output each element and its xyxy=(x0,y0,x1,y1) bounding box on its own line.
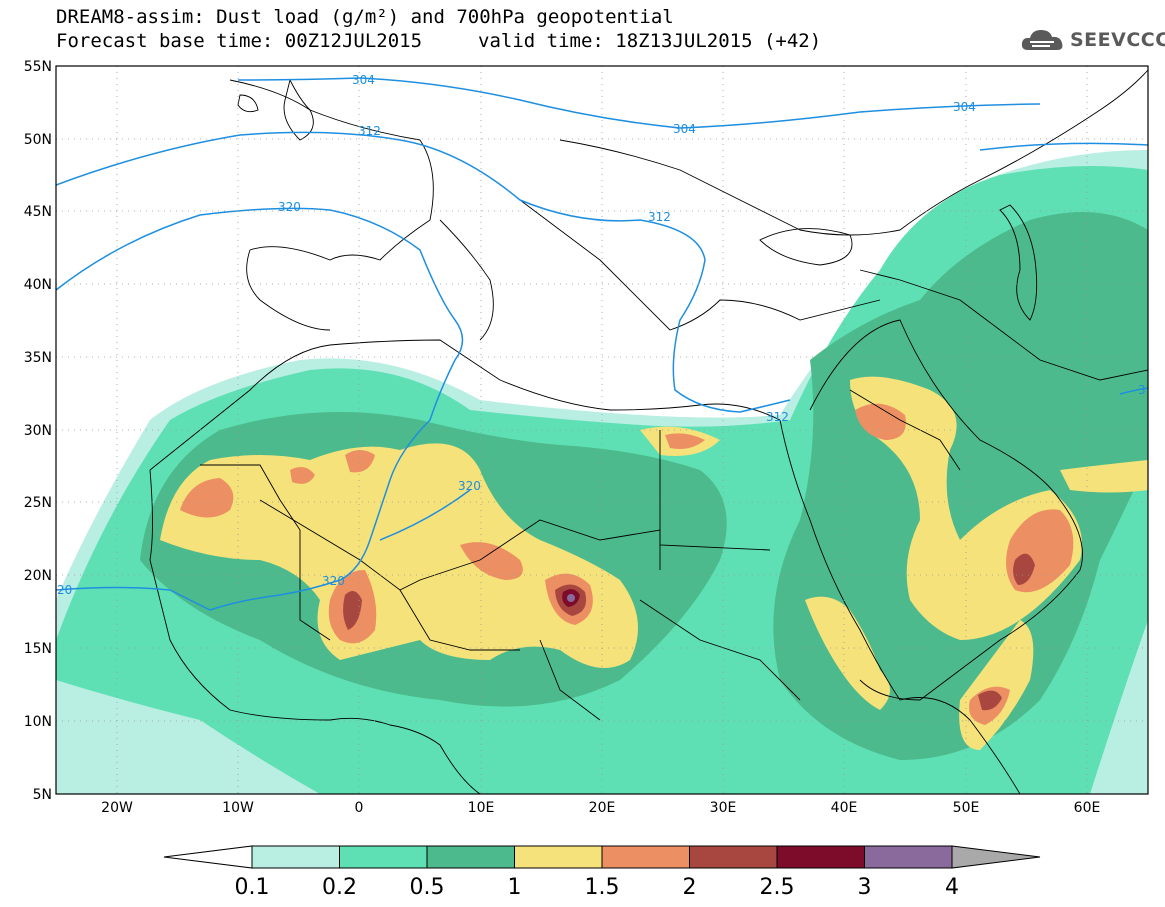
dust-band-1.5-a xyxy=(180,478,234,518)
lat-tick-label: 10N xyxy=(24,714,52,730)
colorbar-swatch xyxy=(339,845,428,869)
lat-tick-label: 45N xyxy=(24,204,52,220)
colorbar-level-label: 3 xyxy=(858,875,872,900)
colorbar-swatch xyxy=(251,845,340,869)
lon-tick-label: 50E xyxy=(953,800,980,816)
colorbar-level-label: 0.2 xyxy=(322,875,357,900)
cloud-icon xyxy=(1021,30,1063,50)
contour-label: 304 xyxy=(953,100,976,114)
contour-label: 3 xyxy=(1138,383,1146,397)
dust-band-2-c xyxy=(1013,553,1035,585)
contour-label: 312 xyxy=(766,410,789,424)
dust-band-2-d xyxy=(978,690,1002,711)
colorbar-level-label: 1 xyxy=(508,875,522,900)
dust-band-3 xyxy=(567,594,575,602)
lat-tick-label: 5N xyxy=(33,787,52,803)
contour-label: 304 xyxy=(352,73,375,87)
logo-text: SEEVCCC xyxy=(1070,29,1165,51)
lat-tick-label: 30N xyxy=(24,423,52,439)
valid-time: valid time: 18Z13JUL2015 (+42) xyxy=(478,30,822,52)
lat-tick-label: 50N xyxy=(24,132,52,148)
contour-label: 320 xyxy=(278,200,301,214)
lat-axis: 55N 50N 45N 40N 35N 30N 25N 20N 15N 10N … xyxy=(24,59,52,803)
dust-band-1.5-i xyxy=(290,466,315,484)
contour-label: 304 xyxy=(673,122,696,136)
contour-304 xyxy=(237,77,1041,129)
contour-312 xyxy=(56,131,791,413)
colorbar-level-label: 2.5 xyxy=(760,875,795,900)
colorbar-right-arrow xyxy=(951,845,1041,869)
dust-band-1-f xyxy=(1060,460,1148,493)
dust-band-2-a xyxy=(343,591,362,630)
dust-band-1-d xyxy=(805,596,890,710)
lat-tick-label: 25N xyxy=(24,495,52,511)
contour-label: 20 xyxy=(57,583,72,597)
contour-labels: 304 304 304 312 312 312 320 320 320 20 3 xyxy=(57,73,1146,597)
graticule xyxy=(56,66,1148,794)
colorbar-swatch xyxy=(601,845,690,869)
lat-tick-label: 20N xyxy=(24,568,52,584)
map-title: DREAM8-assim: Dust load (g/m²) and 700hP… xyxy=(56,6,674,28)
colorbar-swatch xyxy=(776,845,865,869)
colorbar-level-label: 1.5 xyxy=(585,875,620,900)
dust-band-0.5-east xyxy=(773,212,1148,760)
lat-tick-label: 35N xyxy=(24,350,52,366)
contour-label: 312 xyxy=(648,210,671,224)
contour-320-b xyxy=(379,489,471,541)
colorbar-level-label: 2 xyxy=(683,875,697,900)
colorbar-left-arrow xyxy=(163,845,253,869)
colorbar-level-label: 4 xyxy=(945,875,959,900)
lon-tick-label: 0 xyxy=(355,800,364,816)
lat-tick-label: 40N xyxy=(24,277,52,293)
map-area: 304 304 304 312 312 312 320 320 320 20 3 xyxy=(56,66,1148,794)
contour-label: 312 xyxy=(358,124,381,138)
dust-band-1.5-j xyxy=(665,433,705,449)
dust-band-1.5-c xyxy=(460,542,523,580)
colorbar-level-label: 0.5 xyxy=(410,875,445,900)
dust-band-1.5-h xyxy=(345,450,375,473)
colorbar-swatch xyxy=(689,845,778,869)
geopotential-contours xyxy=(56,77,1148,611)
lon-tick-label: 20W xyxy=(101,800,133,816)
lon-axis: 20W 10W 0 10E 20E 30E 40E 50E 60E xyxy=(101,800,1100,816)
forecast-base-time: Forecast base time: 00Z12JUL2015 xyxy=(56,30,423,52)
colorbar-swatch xyxy=(864,845,953,869)
contour-304-ne xyxy=(979,142,1148,151)
dust-band-1.5-e xyxy=(855,403,906,440)
colorbar-swatch xyxy=(426,845,515,869)
contour-320 xyxy=(56,207,464,611)
lon-tick-label: 60E xyxy=(1074,800,1101,816)
colorbar-level-label: 0.1 xyxy=(235,875,270,900)
colorbar: 0.1 0.2 0.5 1 1.5 2 2.5 3 4 xyxy=(163,845,1041,900)
map-frame xyxy=(55,65,1149,795)
lat-tick-label: 55N xyxy=(24,59,52,75)
coastlines xyxy=(149,69,1148,794)
lon-tick-label: 30E xyxy=(710,800,737,816)
contour-label: 320 xyxy=(458,479,481,493)
lon-tick-label: 40E xyxy=(831,800,858,816)
lon-tick-label: 10E xyxy=(468,800,495,816)
seevccc-logo: SEEVCCC xyxy=(1020,26,1165,54)
contour-320-east xyxy=(1119,387,1148,395)
colorbar-swatch xyxy=(514,845,603,869)
lon-tick-label: 20E xyxy=(589,800,616,816)
contour-label: 320 xyxy=(322,574,345,588)
lon-tick-label: 10W xyxy=(222,800,254,816)
lat-tick-label: 15N xyxy=(24,641,52,657)
